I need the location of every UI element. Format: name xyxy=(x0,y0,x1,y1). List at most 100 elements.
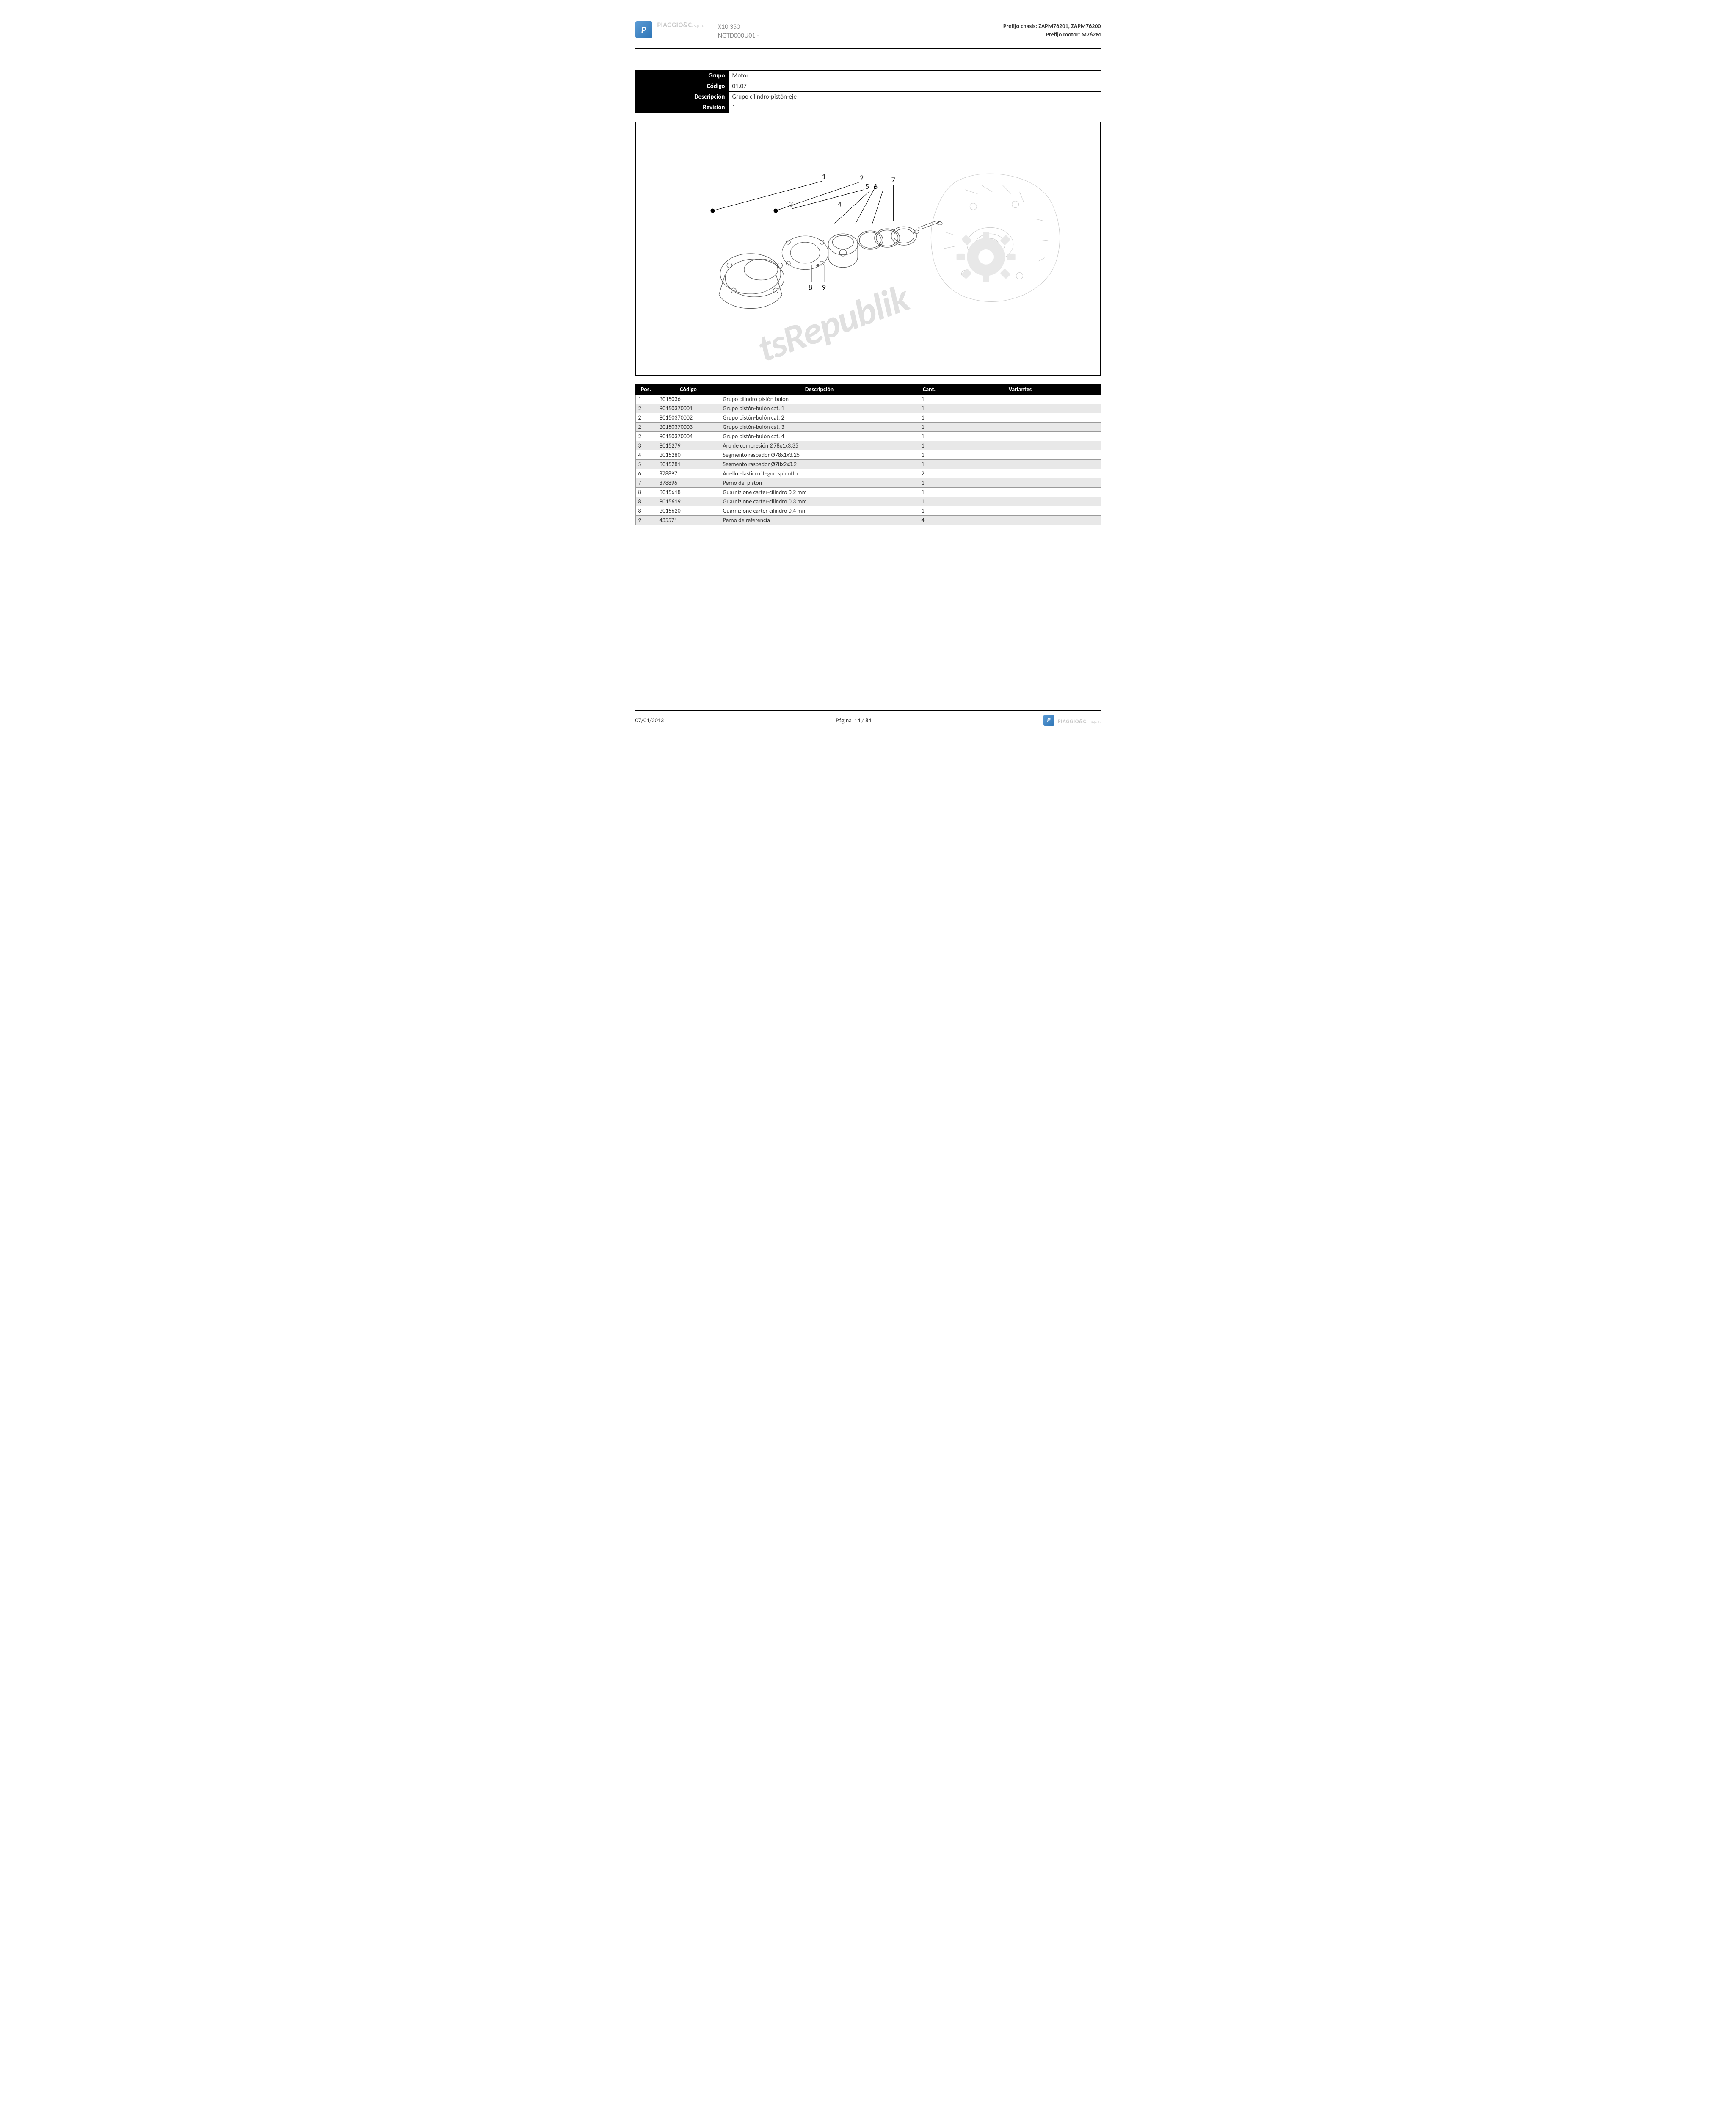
table-row: 3B015279Aro de compresión Ø78x1x3.351 xyxy=(635,441,1101,450)
brand-block: PIAGGIO&C.s.p.a. xyxy=(657,21,704,29)
engine-prefix: Prefijo motor: M762M xyxy=(1003,30,1101,39)
cell-desc: Grupo pistón-bulón cat. 1 xyxy=(720,404,919,413)
callout-7: 7 xyxy=(891,175,895,185)
gear-watermark-icon xyxy=(956,232,1015,282)
cell-code: B0150370002 xyxy=(657,413,720,422)
piston-rings xyxy=(858,227,916,249)
page-footer: 07/01/2013 Página 14 / 84 P PIAGGIO&C.s.… xyxy=(635,710,1101,726)
cell-code: B015619 xyxy=(657,497,720,506)
cell-qty: 1 xyxy=(919,506,940,515)
cell-code: 435571 xyxy=(657,515,720,525)
cell-var xyxy=(940,469,1101,478)
table-row: 9435571Perno de referencia4 xyxy=(635,515,1101,525)
th-variantes: Variantes xyxy=(940,384,1101,394)
cell-pos: 9 xyxy=(635,515,657,525)
th-codigo: Código xyxy=(657,384,720,394)
cell-code: B0150370003 xyxy=(657,422,720,431)
cell-pos: 2 xyxy=(635,413,657,422)
cell-var xyxy=(940,497,1101,506)
cell-pos: 1 xyxy=(635,394,657,404)
table-row: 2B0150370002Grupo pistón-bulón cat. 21 xyxy=(635,413,1101,422)
cell-qty: 4 xyxy=(919,515,940,525)
cell-code: B0150370001 xyxy=(657,404,720,413)
info-row-codigo: Código 01.07 xyxy=(635,81,1101,91)
cell-var xyxy=(940,506,1101,515)
cell-desc: Segmento raspador Ø78x2x3.2 xyxy=(720,459,919,469)
cell-desc: Grupo pistón-bulón cat. 2 xyxy=(720,413,919,422)
cell-desc: Grupo cilindro pistón bulón xyxy=(720,394,919,404)
table-row: 2B0150370004Grupo pistón-bulón cat. 41 xyxy=(635,431,1101,441)
cell-code: B015280 xyxy=(657,450,720,459)
cell-var xyxy=(940,459,1101,469)
cell-desc: Aro de compresión Ø78x1x3.35 xyxy=(720,441,919,450)
table-row: 8B015620Guarnizione carter-cilindro 0,4 … xyxy=(635,506,1101,515)
cell-pos: 3 xyxy=(635,441,657,450)
cell-qty: 1 xyxy=(919,450,940,459)
cell-var xyxy=(940,478,1101,487)
cell-qty: 1 xyxy=(919,487,940,497)
cell-qty: 1 xyxy=(919,431,940,441)
callout-3: 3 xyxy=(789,199,793,208)
cell-qty: 1 xyxy=(919,413,940,422)
cell-desc: Guarnizione carter-cilindro 0,2 mm xyxy=(720,487,919,497)
cell-code: 878896 xyxy=(657,478,720,487)
exploded-diagram: 1 2 3 4 5 6 7 8 9 xyxy=(635,122,1101,376)
piston-pin xyxy=(914,221,942,233)
info-label: Grupo xyxy=(635,70,729,81)
cell-var xyxy=(940,487,1101,497)
cell-pos: 2 xyxy=(635,422,657,431)
table-row: 5B015281Segmento raspador Ø78x2x3.21 xyxy=(635,459,1101,469)
footer-brand-name: PIAGGIO&C. xyxy=(1058,719,1088,725)
cell-desc: Guarnizione carter-cilindro 0,4 mm xyxy=(720,506,919,515)
cell-code: B015620 xyxy=(657,506,720,515)
cell-pos: 5 xyxy=(635,459,657,469)
cell-pos: 4 xyxy=(635,450,657,459)
piston-part xyxy=(828,234,858,267)
callout-1: 1 xyxy=(822,172,825,181)
brand-suffix: s.p.a. xyxy=(694,23,704,28)
table-row: 2B0150370001Grupo pistón-bulón cat. 11 xyxy=(635,404,1101,413)
cell-desc: Segmento raspador Ø78x1x3.25 xyxy=(720,450,919,459)
cell-code: B015618 xyxy=(657,487,720,497)
cell-desc: Anello elastico ritegno spinotto xyxy=(720,469,919,478)
info-value: Motor xyxy=(729,70,1101,81)
cell-qty: 1 xyxy=(919,459,940,469)
model-line2: NGTD000U01 - xyxy=(718,32,759,41)
parts-table-header-row: Pos. Código Descripción Cant. Variantes xyxy=(635,384,1101,394)
cell-var xyxy=(940,394,1101,404)
info-value: Grupo cilindro-pistón-eje xyxy=(729,91,1101,102)
page-header: P PIAGGIO&C.s.p.a. X10 350 NGTD000U01 - … xyxy=(635,21,1101,49)
info-row-descripcion: Descripción Grupo cilindro-pistón-eje xyxy=(635,91,1101,102)
cell-desc: Grupo pistón-bulón cat. 4 xyxy=(720,431,919,441)
cell-code: 878897 xyxy=(657,469,720,478)
info-value: 01.07 xyxy=(729,81,1101,91)
cell-var xyxy=(940,515,1101,525)
chassis-prefix: Prefijo chasis: ZAPM76201, ZAPM76200 xyxy=(1003,22,1101,30)
cell-var xyxy=(940,404,1101,413)
cell-code: B015279 xyxy=(657,441,720,450)
engine-block xyxy=(931,174,1060,301)
info-label: Código xyxy=(635,81,729,91)
info-value: 1 xyxy=(729,102,1101,113)
cell-pos: 8 xyxy=(635,487,657,497)
info-label: Descripción xyxy=(635,91,729,102)
callout-5: 5 xyxy=(865,182,869,191)
cell-desc: Guarnizione carter-cilindro 0,3 mm xyxy=(720,497,919,506)
cell-pos: 8 xyxy=(635,506,657,515)
callout-2: 2 xyxy=(860,173,864,182)
callout-9: 9 xyxy=(822,282,825,292)
info-row-grupo: Grupo Motor xyxy=(635,70,1101,81)
callout-8: 8 xyxy=(808,282,812,292)
cell-var xyxy=(940,441,1101,450)
table-row: 2B0150370003Grupo pistón-bulón cat. 31 xyxy=(635,422,1101,431)
cell-code: B015281 xyxy=(657,459,720,469)
cell-qty: 1 xyxy=(919,497,940,506)
callout-6: 6 xyxy=(873,182,877,191)
model-info: X10 350 NGTD000U01 - xyxy=(718,23,759,41)
cell-pos: 7 xyxy=(635,478,657,487)
cell-code: B0150370004 xyxy=(657,431,720,441)
cell-desc: Perno del pistón xyxy=(720,478,919,487)
cylinder-part xyxy=(719,254,784,309)
table-row: 4B015280Segmento raspador Ø78x1x3.251 xyxy=(635,450,1101,459)
info-table: Grupo Motor Código 01.07 Descripción Gru… xyxy=(635,70,1101,113)
